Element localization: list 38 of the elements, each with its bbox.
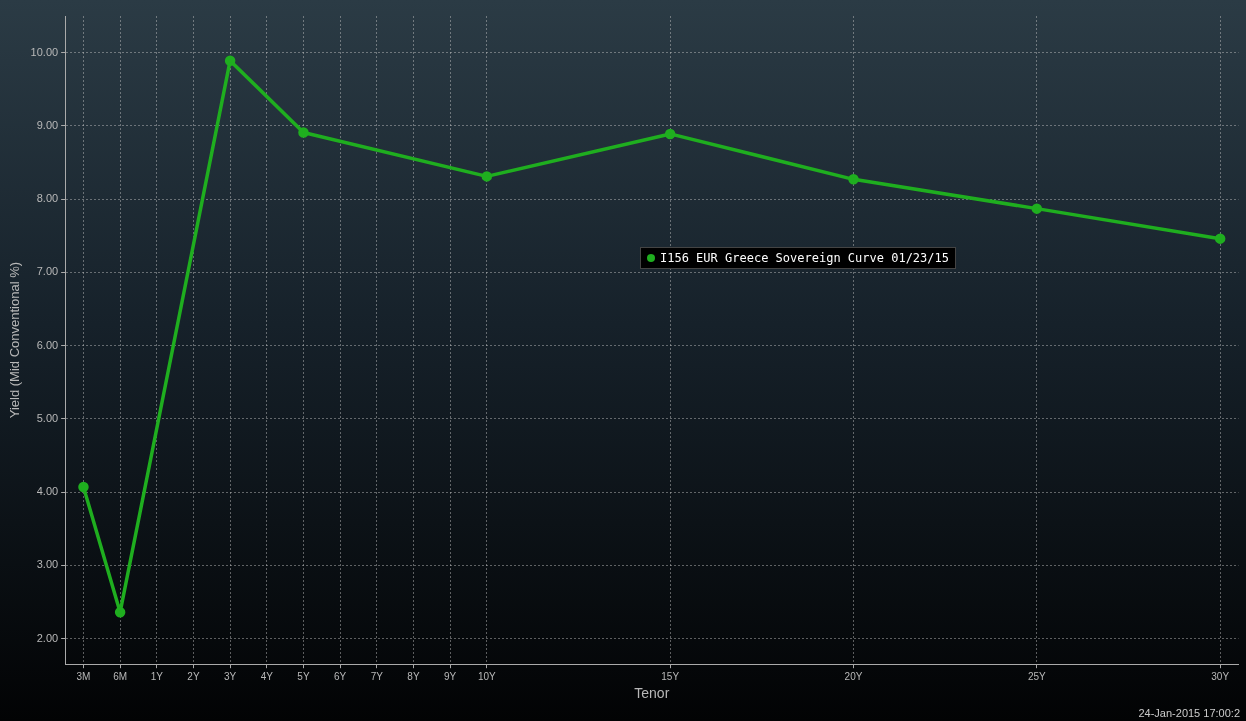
point [1214,233,1226,244]
x-tick-label: 6Y [334,670,347,682]
y-tick-label: 6.00 [36,338,59,351]
x-tick-label: 4Y [260,670,274,682]
y-tick-label: 10.00 [30,45,59,58]
x-tick-label: 8Y [407,670,420,682]
x-tick-label: 2Y [187,670,200,682]
x-tick-label: 9Y [444,670,457,682]
x-tick-label: 1Y [150,670,164,682]
y-tick-label: 9.00 [36,118,59,131]
point [664,128,676,140]
x-axis-title: Tenor [634,685,670,702]
x-tick-label: 25Y [1027,670,1047,682]
x-tick-label: 7Y [370,670,384,682]
point [78,481,89,493]
x-tick-label: 15Y [661,670,680,682]
point [1031,203,1043,214]
y-axis-title: Yield (Mid Conventional %) [7,261,23,419]
y-tick-label: 5.00 [36,411,59,424]
x-tick-label: 30Y [1211,670,1230,682]
x-tick-label: 20Y [844,670,863,682]
point [848,174,859,185]
point [481,171,493,182]
y-tick-label: 3.00 [36,558,59,571]
point [114,606,126,618]
y-tick-label: 7.00 [36,265,59,278]
x-tick-label: 3M [76,670,91,682]
point [298,127,309,138]
x-tick-label: 3Y [224,670,237,682]
y-tick-label: 2.00 [36,631,59,644]
y-tick-label: 8.00 [36,192,59,205]
legend-label: I156 EUR Greece Sovereign Curve 01/23/15 [660,251,949,265]
x-tick-label: 10Y [477,670,497,682]
text: 24-Jan-2015 17:00:2 [1138,707,1240,719]
x-tick-label: 5Y [297,670,310,682]
point [224,55,236,66]
y-tick-label: 4.00 [36,485,59,498]
x-tick-label: 6M [113,670,128,682]
